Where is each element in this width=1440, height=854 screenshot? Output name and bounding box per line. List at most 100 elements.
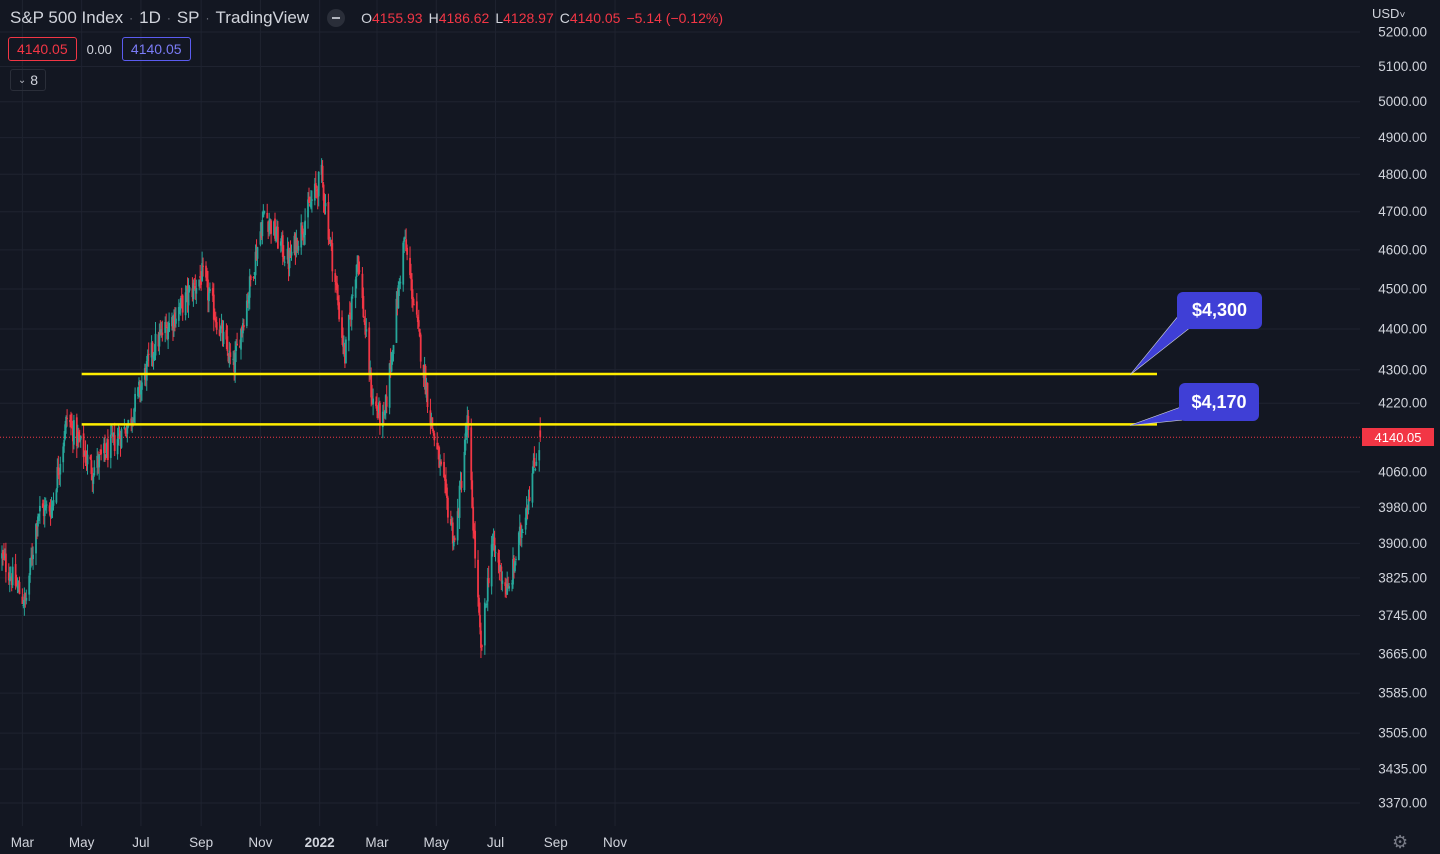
collapse-icon[interactable] <box>327 9 346 27</box>
candle-body <box>334 273 337 283</box>
interval-label[interactable]: 1D <box>139 8 161 27</box>
candle-body <box>254 251 257 276</box>
candle-body <box>43 505 46 517</box>
candle-body <box>481 645 483 648</box>
candle-body <box>186 285 189 303</box>
candle-body <box>520 529 523 538</box>
candle-body <box>177 306 180 321</box>
candle-body <box>497 552 500 563</box>
candle-body <box>402 242 405 285</box>
candle-body <box>161 332 164 336</box>
candle-body <box>296 240 299 251</box>
price-axis[interactable]: 5200.00 5100.00 5000.00 4900.00 4800.00 4700.… <box>1378 25 1427 811</box>
candle-body <box>465 431 468 438</box>
candle-body <box>321 165 324 182</box>
candle-body <box>7 572 10 581</box>
low-value: 4128.97 <box>503 10 554 26</box>
candle-body <box>246 299 249 302</box>
candle-body <box>532 460 535 474</box>
candle-body <box>538 450 541 461</box>
candle-body <box>282 255 285 260</box>
candle-body <box>313 183 316 201</box>
candle-body <box>109 434 112 458</box>
level-callout-4170[interactable]: $4,170 <box>1179 383 1259 421</box>
time-tick-label: Jul <box>487 835 504 850</box>
candle-body <box>385 396 388 407</box>
candle-body <box>157 334 160 347</box>
time-tick-label: Sep <box>189 835 213 850</box>
candle-body <box>526 505 529 509</box>
candle-body <box>499 565 502 572</box>
candle-body <box>76 434 79 443</box>
candle-body <box>449 519 452 525</box>
candle-body <box>25 597 28 601</box>
candle-body <box>45 504 48 506</box>
candle-body <box>471 480 474 509</box>
candle-body <box>96 455 99 468</box>
time-tick-label: Jul <box>132 835 149 850</box>
price-tick-label: 4220.00 <box>1378 396 1427 411</box>
candle-body <box>79 435 82 440</box>
candle-body <box>384 395 387 414</box>
candle-body <box>377 412 379 415</box>
close-label: C <box>559 10 570 26</box>
candle-body <box>429 410 432 424</box>
candle-body <box>1 553 3 559</box>
candle-body <box>191 288 194 298</box>
candle-body <box>140 382 143 390</box>
candle-body <box>222 331 225 344</box>
symbol-name[interactable]: S&P 500 Index <box>10 8 124 27</box>
last-price-tag: 4140.05 <box>1362 428 1434 447</box>
sell-price[interactable]: 4140.05 <box>8 37 77 61</box>
candle-body <box>41 503 44 508</box>
candle-body <box>118 435 121 439</box>
candle-body <box>38 513 40 517</box>
candle-body <box>341 317 343 338</box>
candle-body <box>324 203 327 207</box>
candle-body <box>256 247 259 259</box>
close-value: 4140.05 <box>569 10 621 26</box>
time-axis[interactable]: Mar May Jul Sep Nov 2022 Mar May Jul Sep Nov <box>11 835 627 850</box>
candle-body <box>69 420 71 423</box>
candle-body <box>97 458 100 467</box>
currency-selector[interactable]: USD˅ <box>1372 6 1405 21</box>
candle-body <box>410 273 412 279</box>
candle-body <box>304 220 307 236</box>
candle-body <box>487 578 490 584</box>
candle-body <box>165 325 168 327</box>
candle-body <box>494 552 497 554</box>
indicator-count: 8 <box>30 72 39 88</box>
candle-body <box>78 436 81 442</box>
indicators-toggle[interactable]: ⌄ 8 <box>10 69 46 91</box>
candle-body <box>77 431 80 438</box>
candle-body <box>187 289 190 306</box>
candle-body <box>219 326 222 334</box>
level-callout-4300[interactable]: $4,300 <box>1177 292 1262 329</box>
candle-body <box>206 276 208 279</box>
candle-body <box>185 288 188 292</box>
candle-body <box>527 498 530 510</box>
candle-body <box>240 329 242 350</box>
candle-body <box>18 581 21 595</box>
candle-body <box>168 322 170 332</box>
candle-body <box>205 265 207 278</box>
candle-body <box>493 537 496 552</box>
chart-grid <box>0 0 1360 826</box>
candle-body <box>533 457 536 467</box>
candle-body <box>64 424 67 439</box>
buy-price[interactable]: 4140.05 <box>121 37 191 61</box>
candle-body <box>32 554 34 560</box>
price-tick-label: 4500.00 <box>1378 281 1427 296</box>
high-value: 4186.62 <box>438 10 490 26</box>
candle-body <box>173 314 175 327</box>
candle-body <box>229 352 232 357</box>
candle-body <box>395 298 398 343</box>
candle-body <box>72 420 75 445</box>
candle-body <box>174 318 177 324</box>
settings-gear-icon[interactable]: ⚙ <box>1392 832 1409 852</box>
separator-dot: · <box>129 11 134 25</box>
time-tick-label: May <box>69 835 95 850</box>
candle-body <box>268 223 271 231</box>
candle-body <box>152 353 155 360</box>
